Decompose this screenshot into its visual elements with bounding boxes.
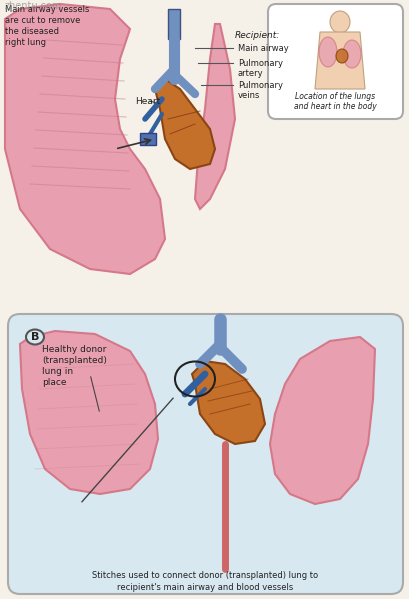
Text: Main airway: Main airway	[237, 44, 288, 53]
Text: Location of the lungs
and heart in the body: Location of the lungs and heart in the b…	[293, 92, 375, 111]
Text: Recipient:: Recipient:	[234, 31, 280, 40]
Bar	[0, 4, 409, 309]
Text: Stitches used to connect donor (transplanted) lung to
recipient's main airway an: Stitches used to connect donor (transpla…	[92, 571, 317, 592]
Ellipse shape	[342, 40, 360, 68]
Text: Pulmonary
veins: Pulmonary veins	[237, 81, 282, 101]
PathPatch shape	[195, 24, 234, 209]
Ellipse shape	[318, 37, 336, 67]
Ellipse shape	[26, 329, 44, 344]
PathPatch shape	[314, 32, 364, 89]
PathPatch shape	[191, 361, 264, 444]
Bar	[15, 504, 155, 554]
Text: Healthy donor
(transplanted)
lung in
place: Healthy donor (transplanted) lung in pla…	[42, 345, 107, 388]
Ellipse shape	[329, 11, 349, 33]
Text: zhentu.com: zhentu.com	[5, 1, 62, 11]
FancyBboxPatch shape	[8, 314, 402, 594]
Text: Pulmonary
artery: Pulmonary artery	[237, 59, 282, 78]
Text: Heart: Heart	[135, 96, 160, 105]
PathPatch shape	[5, 4, 164, 274]
Bar	[139, 133, 155, 145]
PathPatch shape	[270, 337, 374, 504]
FancyBboxPatch shape	[267, 4, 402, 119]
Bar	[168, 9, 180, 39]
Text: B: B	[31, 332, 39, 342]
Ellipse shape	[335, 49, 347, 63]
Text: Main airway vessels
are cut to remove
the diseased
right lung: Main airway vessels are cut to remove th…	[5, 5, 89, 47]
PathPatch shape	[20, 331, 157, 494]
PathPatch shape	[155, 79, 214, 169]
